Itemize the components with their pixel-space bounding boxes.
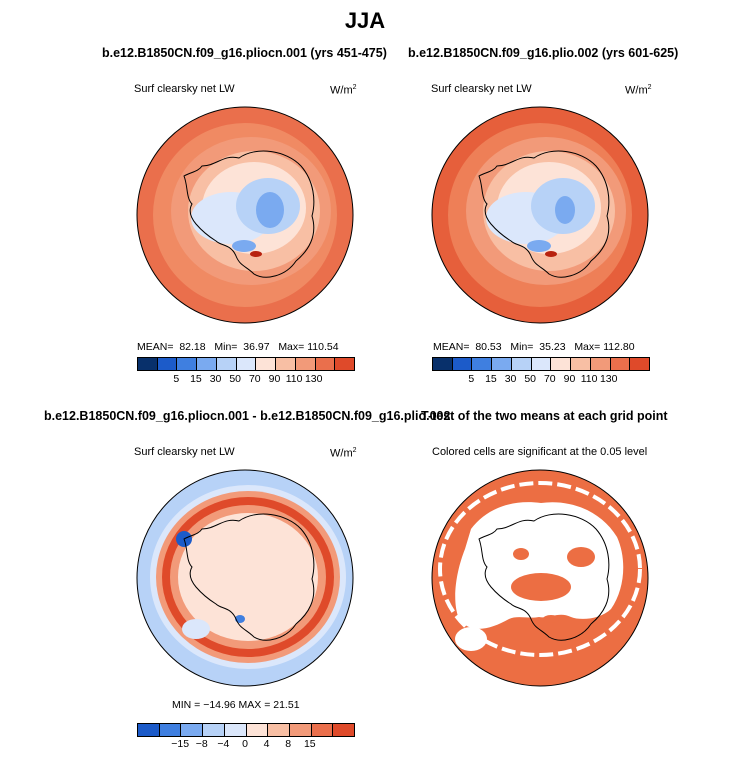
colorbar-swatch xyxy=(472,358,493,370)
colorbar-swatch xyxy=(159,724,182,736)
colorbar-swatch xyxy=(181,724,204,736)
colorbar-swatch xyxy=(531,358,552,370)
colorbar-swatch xyxy=(295,358,316,370)
colorbar-swatch xyxy=(197,358,217,370)
colorbar-swatch xyxy=(315,358,336,370)
colorbar-tick-label: 30 xyxy=(504,373,517,385)
panel3-colorbar xyxy=(137,723,355,737)
panel2-subtitle: Surf clearsky net LW xyxy=(431,83,532,95)
panel2-map xyxy=(431,106,649,324)
panel2-title: b.e12.B1850CN.f09_g16.plio.002 (yrs 601-… xyxy=(408,46,679,60)
colorbar-swatch xyxy=(276,358,296,370)
colorbar-swatch xyxy=(216,358,237,370)
colorbar-swatch xyxy=(571,358,591,370)
colorbar-tick-label: 5 xyxy=(173,373,180,385)
colorbar-swatch xyxy=(492,358,512,370)
colorbar-tick-label: 15 xyxy=(303,738,316,750)
colorbar-swatch xyxy=(138,358,158,370)
colorbar-swatch xyxy=(203,724,225,736)
colorbar-swatch xyxy=(610,358,631,370)
panel1-units: W/m2 xyxy=(330,84,357,97)
colorbar-swatch xyxy=(177,358,198,370)
colorbar-swatch xyxy=(289,724,312,736)
panel2-stats: MEAN= 80.53 Min= 35.23 Max= 112.80 xyxy=(433,341,635,353)
main-title: JJA xyxy=(344,8,386,33)
colorbar-tick-label: 130 xyxy=(304,373,323,385)
colorbar-swatch xyxy=(590,358,611,370)
colorbar-swatch xyxy=(452,358,473,370)
colorbar-tick-label: 15 xyxy=(485,373,497,385)
panel1-stats: MEAN= 82.18 Min= 36.97 Max= 110.54 xyxy=(137,341,339,353)
colorbar-swatch xyxy=(335,358,355,370)
colorbar-swatch xyxy=(433,358,453,370)
colorbar-tick-label: 130 xyxy=(599,373,618,385)
colorbar-tick-label: 30 xyxy=(209,373,222,385)
panel3-units: W/m2 xyxy=(330,447,357,460)
colorbar-tick-label: 70 xyxy=(543,373,556,385)
colorbar-swatch xyxy=(551,358,572,370)
panel3-stats: MIN = −14.96 MAX = 21.51 xyxy=(172,699,300,711)
colorbar-tick-label: 15 xyxy=(190,373,202,385)
colorbar-tick-label: −8 xyxy=(195,738,208,750)
colorbar-swatch xyxy=(630,358,650,370)
colorbar-tick-label: 110 xyxy=(285,373,303,385)
colorbar-tick-label: 0 xyxy=(242,738,248,750)
panel1-colorbar-ticks: 5 15 30 50 70 90 110 130 xyxy=(137,373,353,387)
colorbar-swatch xyxy=(311,724,334,736)
colorbar-tick-label: 8 xyxy=(285,738,292,750)
colorbar-tick-label: −15 xyxy=(171,738,190,750)
panel1-title: b.e12.B1850CN.f09_g16.pliocn.001 (yrs 45… xyxy=(102,46,387,60)
colorbar-swatch xyxy=(246,724,269,736)
colorbar-swatch xyxy=(157,358,178,370)
panel4-title: T-test of the two means at each grid poi… xyxy=(421,409,668,423)
colorbar-swatch xyxy=(333,724,355,736)
colorbar-tick-label: 70 xyxy=(248,373,261,385)
panel4-map xyxy=(431,469,649,687)
colorbar-swatch xyxy=(268,724,290,736)
panel2-units: W/m2 xyxy=(625,84,652,97)
colorbar-tick-label: −4 xyxy=(217,738,230,750)
colorbar-tick-label: 110 xyxy=(580,373,598,385)
colorbar-swatch xyxy=(224,724,247,736)
colorbar-swatch xyxy=(138,724,160,736)
panel3-title: b.e12.B1850CN.f09_g16.pliocn.001 - b.e12… xyxy=(44,409,451,423)
colorbar-tick-label: 90 xyxy=(268,373,281,385)
panel3-colorbar-ticks: −15 −8 −4 0 4 8 15 xyxy=(137,738,353,752)
colorbar-tick-label: 50 xyxy=(524,373,537,385)
panel2-colorbar xyxy=(432,357,650,371)
colorbar-tick-label: 50 xyxy=(229,373,242,385)
panel2-colorbar-ticks: 5 15 30 50 70 90 110 130 xyxy=(432,373,648,387)
panel1-colorbar xyxy=(137,357,355,371)
panel1-subtitle: Surf clearsky net LW xyxy=(134,83,235,95)
panel3-subtitle: Surf clearsky net LW xyxy=(134,446,235,458)
panel4-subtitle: Colored cells are significant at the 0.0… xyxy=(432,446,648,458)
colorbar-tick-label: 90 xyxy=(563,373,576,385)
colorbar-swatch xyxy=(256,358,277,370)
panel3-map xyxy=(136,469,354,687)
panel1-map xyxy=(136,106,354,324)
colorbar-tick-label: 5 xyxy=(468,373,475,385)
colorbar-swatch xyxy=(236,358,257,370)
colorbar-swatch xyxy=(511,358,532,370)
colorbar-tick-label: 4 xyxy=(263,738,270,750)
